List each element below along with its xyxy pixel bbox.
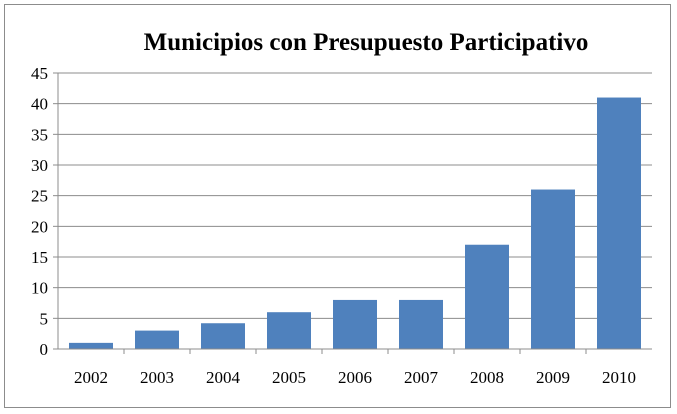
y-tick-label: 20 [31, 217, 48, 236]
bar-2006 [333, 299, 377, 349]
bar-2002 [69, 342, 113, 349]
bars [69, 97, 641, 350]
y-tick-label: 15 [31, 248, 48, 267]
x-tick-label: 2008 [470, 368, 504, 387]
x-tick-label: 2005 [272, 368, 306, 387]
bar-2005 [267, 312, 311, 349]
x-tick-label: 2002 [74, 368, 108, 387]
y-tick-label: 0 [40, 340, 49, 359]
chart-title: Municipios con Presupuesto Participativo [144, 29, 589, 56]
y-tick-label: 35 [31, 125, 48, 144]
x-tick-label: 2006 [338, 368, 372, 387]
y-tick-label: 5 [40, 309, 49, 328]
x-tick-label: 2009 [536, 368, 570, 387]
y-tick-label: 40 [31, 95, 48, 114]
x-tick-label: 2003 [140, 368, 174, 387]
bar-2007 [399, 299, 443, 349]
x-tick-label: 2007 [404, 368, 439, 387]
bar-2004 [201, 323, 245, 349]
x-tick-label: 2004 [206, 368, 241, 387]
y-tick-label: 25 [31, 187, 48, 206]
axes [57, 73, 652, 350]
bar-2008 [465, 244, 509, 349]
x-axis-ticks: 2002 2003 2004 2005 2006 2007 2008 2009 2010 [74, 349, 636, 387]
y-tick-label: 30 [31, 156, 48, 175]
bar-2009 [531, 189, 575, 349]
y-tick-label: 10 [31, 279, 48, 298]
x-tick-label: 2010 [602, 368, 636, 387]
bar-2003 [135, 330, 179, 349]
y-tick-label: 45 [31, 64, 48, 83]
bar-2010 [597, 97, 641, 350]
y-axis-ticks: 0 5 10 15 20 25 30 35 40 45 [31, 64, 58, 359]
